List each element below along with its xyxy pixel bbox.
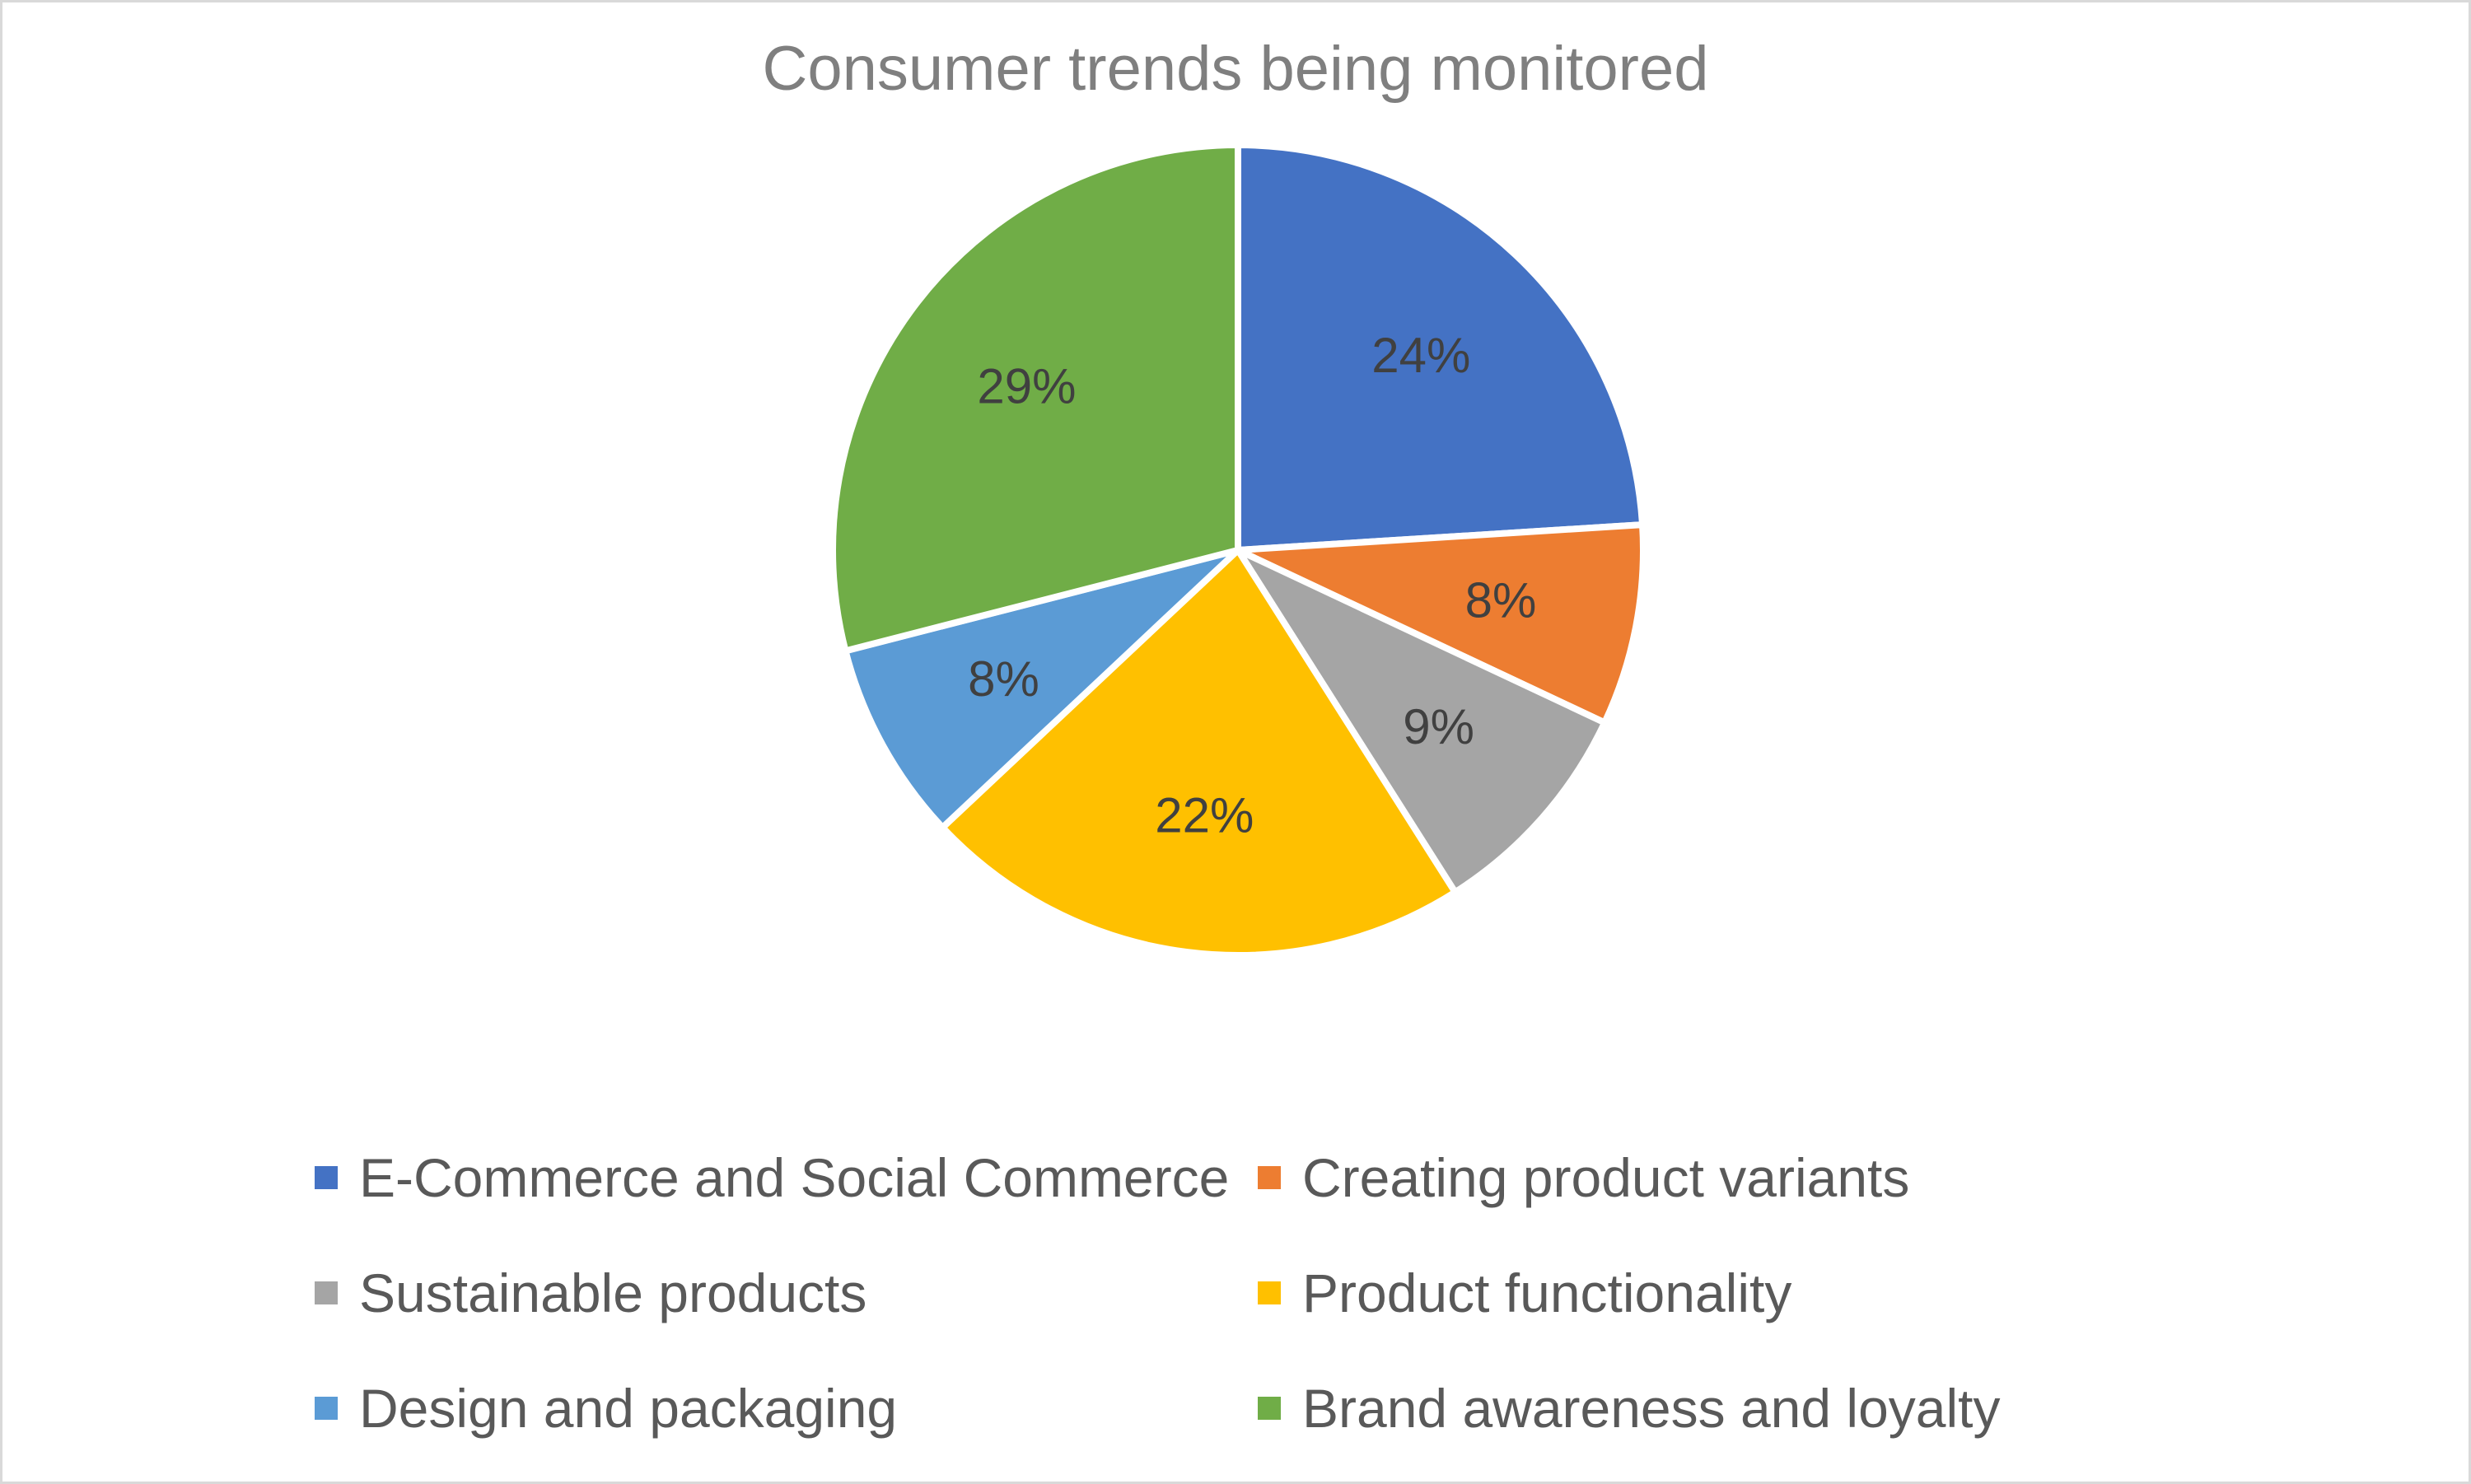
pie-slice-product-functionality	[939, 547, 1459, 959]
legend-swatch	[1258, 1166, 1281, 1189]
chart-legend: E-Commerce and Social Commerce Creating p…	[315, 1120, 2209, 1466]
legend-swatch	[315, 1166, 338, 1189]
legend-swatch	[1258, 1397, 1281, 1420]
data-label-brand-awareness-and-loyalty: 29%	[977, 358, 1076, 413]
legend-label: Creating product variants	[1302, 1147, 1910, 1208]
legend-item-design-and-packaging: Design and packaging	[315, 1351, 1258, 1466]
legend-label: Brand awareness and loyalty	[1302, 1378, 2001, 1439]
legend-item-brand-awareness-and-loyalty: Brand awareness and loyalty	[1258, 1351, 2164, 1466]
pie-slice-design-and-packaging	[842, 547, 1241, 831]
legend-label: Product functionality	[1302, 1262, 1792, 1323]
legend-item-sustainable-products: Sustainable products	[315, 1235, 1258, 1351]
data-label-creating-product-variants: 8%	[1465, 572, 1537, 628]
data-label-e-commerce-and-social-commerce: 24%	[1371, 328, 1470, 383]
data-label-sustainable-products: 9%	[1403, 699, 1474, 754]
legend-label: Design and packaging	[359, 1378, 898, 1439]
legend-swatch	[1258, 1281, 1281, 1304]
legend-label: Sustainable products	[359, 1262, 867, 1323]
pie-slice-creating-product-variants	[1235, 521, 1647, 726]
pie-slice-sustainable-products	[1235, 547, 1609, 896]
legend-item-e-commerce-and-social-commerce: E-Commerce and Social Commerce	[315, 1120, 1258, 1235]
pie-data-labels: 24% 8% 9% 22% 8% 29%	[968, 328, 1536, 843]
legend-label: E-Commerce and Social Commerce	[359, 1147, 1230, 1208]
legend-swatch	[315, 1281, 338, 1304]
data-label-product-functionality: 22%	[1155, 788, 1254, 843]
legend-item-product-functionality: Product functionality	[1258, 1235, 2164, 1351]
legend-swatch	[315, 1397, 338, 1420]
pie-slice-e-commerce-and-social-commerce	[1235, 142, 1647, 553]
pie-slices	[829, 142, 1647, 959]
pie-slice-brand-awareness-and-loyalty	[829, 142, 1241, 655]
legend-item-creating-product-variants: Creating product variants	[1258, 1120, 2164, 1235]
data-label-design-and-packaging: 8%	[968, 651, 1039, 707]
chart-title: Consumer trends being monitored	[762, 34, 1709, 104]
